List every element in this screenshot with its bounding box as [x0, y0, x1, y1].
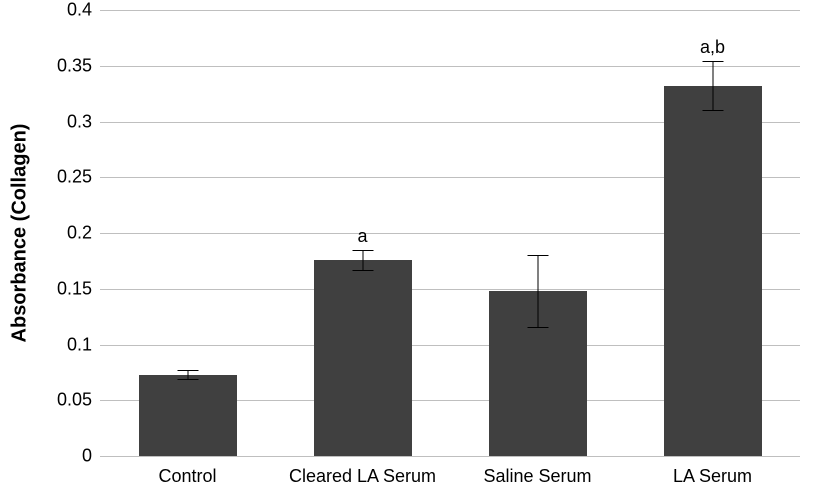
- y-tick-label: 0.4: [67, 0, 100, 21]
- bar-annotation: a: [357, 226, 367, 247]
- x-tick-label: LA Serum: [673, 456, 752, 487]
- error-cap: [352, 270, 373, 271]
- x-tick-label: Cleared LA Serum: [289, 456, 436, 487]
- y-tick-label: 0.15: [57, 278, 100, 299]
- bar: [139, 375, 237, 456]
- bar-slot: a,bLA Serum: [625, 10, 800, 456]
- y-tick-label: 0.05: [57, 390, 100, 411]
- bar-annotation: a,b: [700, 37, 725, 58]
- bar: [314, 260, 412, 456]
- y-tick-label: 0.2: [67, 223, 100, 244]
- error-cap: [527, 327, 548, 328]
- y-axis-label: Absorbance (Collagen): [9, 124, 32, 343]
- error-cap: [527, 255, 548, 256]
- error-bar: [187, 370, 188, 379]
- bar-slot: aCleared LA Serum: [275, 10, 450, 456]
- x-tick-label: Saline Serum: [483, 456, 591, 487]
- y-tick-label: 0: [82, 446, 100, 467]
- x-tick-label: Control: [158, 456, 216, 487]
- error-cap: [702, 110, 723, 111]
- bar-slot: Saline Serum: [450, 10, 625, 456]
- error-cap: [702, 61, 723, 62]
- plot-area: 00.050.10.150.20.250.30.350.4ControlaCle…: [100, 10, 800, 456]
- error-bar: [362, 250, 363, 270]
- error-bar: [712, 61, 713, 110]
- y-tick-label: 0.1: [67, 334, 100, 355]
- error-bar: [537, 255, 538, 326]
- error-cap: [177, 379, 198, 380]
- y-tick-label: 0.3: [67, 111, 100, 132]
- bar-chart: Absorbance (Collagen) 0 0.05 0.1 0.15 0.2 0.2…: [0, 0, 819, 504]
- error-cap: [352, 250, 373, 251]
- error-cap: [177, 370, 198, 371]
- bar-slot: Control: [100, 10, 275, 456]
- y-tick-label: 0.35: [57, 55, 100, 76]
- y-tick-label: 0.25: [57, 167, 100, 188]
- bar: [664, 86, 762, 456]
